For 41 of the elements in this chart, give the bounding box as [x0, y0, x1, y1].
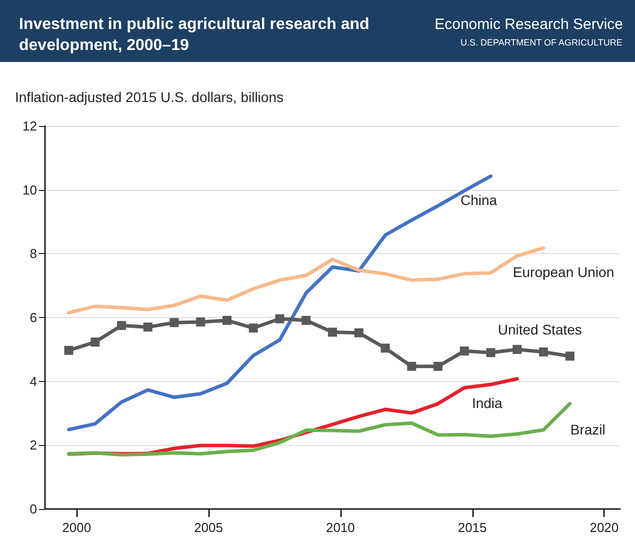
series-label: Brazil — [570, 422, 606, 438]
y-tick-label: 8 — [30, 246, 37, 262]
text: U.S. DEPARTMENT OF AGRICULTURE — [460, 38, 622, 48]
point — [196, 317, 206, 326]
point — [170, 318, 179, 328]
y-tick-label: 10 — [22, 182, 37, 198]
point — [354, 328, 364, 338]
y-axis-title: Inflation-adjusted 2015 U.S. dollars, billions — [15, 89, 284, 105]
point — [460, 346, 469, 356]
point — [90, 338, 100, 347]
point — [328, 328, 337, 337]
point — [222, 316, 232, 325]
x-tick-label: 2005 — [194, 520, 223, 535]
point — [64, 346, 74, 355]
x-tick-label: 2000 — [62, 520, 92, 535]
y-tick-label: 12 — [22, 118, 37, 134]
chart-title: Investment in public agricultural research and development, 2000–19 — [19, 16, 374, 54]
y-tick-label: 4 — [30, 374, 37, 389]
x-tick-label: 2015 — [458, 520, 487, 535]
point — [565, 352, 574, 361]
point — [380, 344, 390, 353]
point — [275, 314, 284, 324]
text: Economic Research Service — [434, 16, 624, 33]
series-label: United States — [498, 322, 582, 338]
series-label: India — [472, 394, 503, 411]
point — [143, 322, 152, 332]
point — [539, 347, 548, 356]
point — [248, 324, 258, 333]
point — [486, 348, 496, 358]
series-label: European Union — [512, 264, 614, 280]
y-tick-label: 2 — [30, 438, 37, 453]
x-tick-label: 2020 — [590, 520, 619, 535]
point — [116, 320, 126, 330]
x-tick-label: 2010 — [326, 520, 355, 535]
point — [302, 316, 311, 325]
point — [512, 344, 522, 354]
series-label: China — [460, 192, 498, 208]
y-tick-label: 6 — [30, 310, 37, 325]
y-tick-label: 0 — [30, 502, 37, 516]
point — [407, 362, 416, 371]
point — [434, 362, 443, 371]
